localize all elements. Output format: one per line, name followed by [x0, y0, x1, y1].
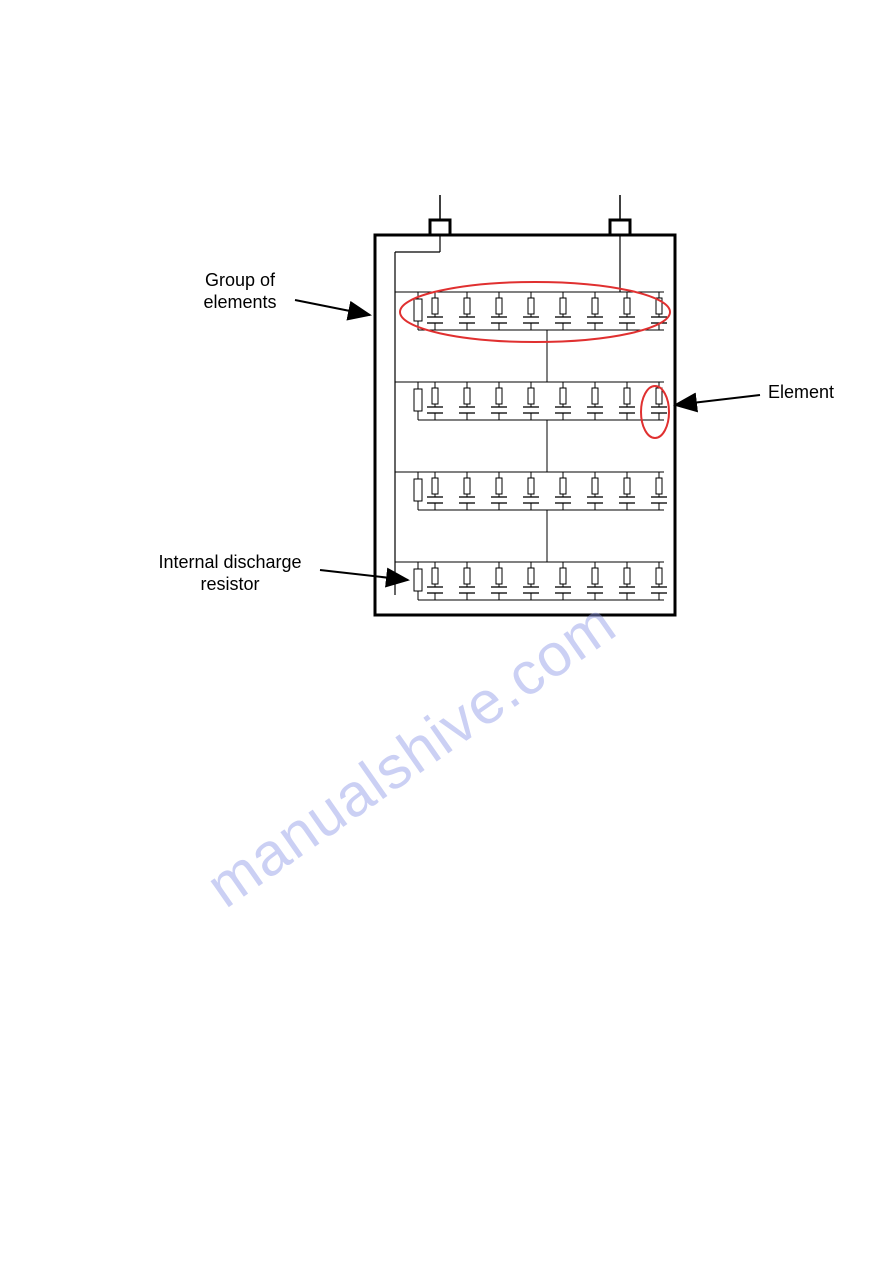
element-highlight	[641, 386, 669, 438]
resistor-label: Internal dischargeresistor	[140, 552, 320, 595]
terminal-left	[430, 195, 450, 235]
capacitor-schematic	[0, 0, 893, 1263]
element-row	[395, 330, 667, 420]
element-label: Element	[768, 382, 868, 404]
element-row	[395, 510, 667, 600]
terminal-right	[610, 195, 630, 235]
element-row	[395, 292, 667, 330]
group-label: Group ofelements	[180, 270, 300, 313]
element-row	[395, 420, 667, 510]
group-arrow	[295, 300, 370, 315]
element-arrow	[675, 395, 760, 405]
